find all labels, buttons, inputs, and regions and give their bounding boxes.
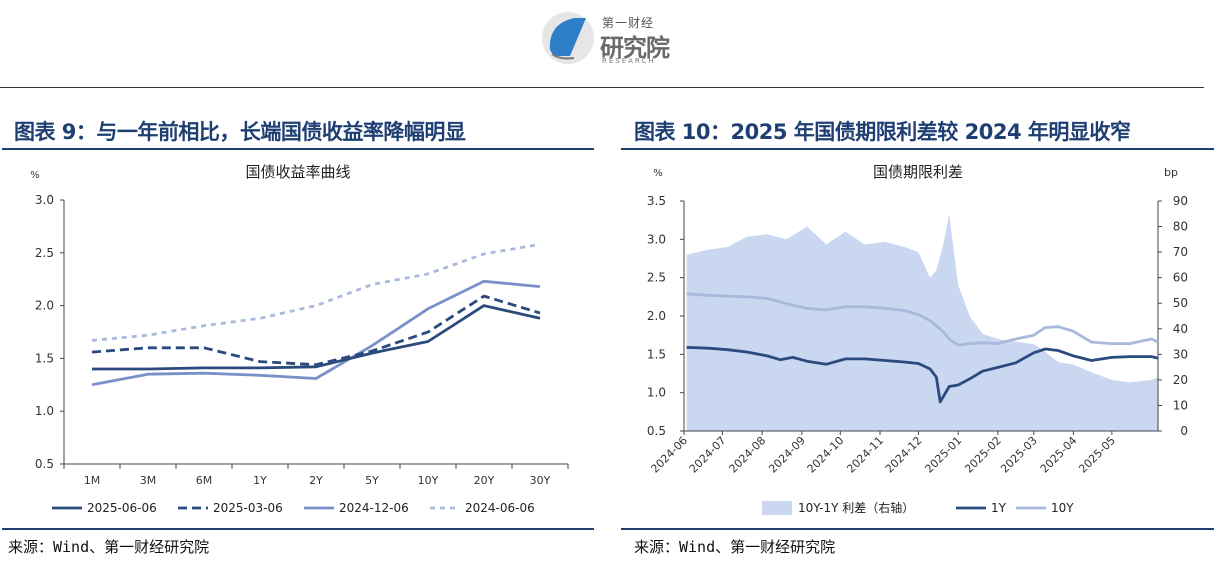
fig9-source: 来源：Wind、第一财经研究院 [8,538,210,556]
chart1-xtick-label: 6M [196,474,213,487]
chart2-legend-label: 10Y-1Y 利差（右轴） [798,500,914,515]
chart2-ltick-label: 0.5 [647,424,666,438]
chart1-xtick-label: 10Y [418,474,439,487]
fig10-source: 来源：Wind、第一财经研究院 [634,538,836,556]
chart1-title: 国债收益率曲线 [245,163,350,181]
chart2-series-line [686,292,1159,347]
chart1-series-line [91,243,541,342]
chart1-series-line [92,304,541,371]
chart2-xtick-label: 2024-07 [687,434,729,476]
fig10-heading-rule [621,148,1214,150]
chart1-ytick-label: 0.5 [35,457,54,471]
chart1-legend-label: 2025-03-06 [213,501,283,515]
chart1-legend-label: 2024-06-06 [465,501,535,515]
chart1-xtick-label: 20Y [474,474,495,487]
chart1-legend-label: 2025-06-06 [87,501,157,515]
chart2-rtick-label: 40 [1173,322,1188,336]
chart2-xtick-label: 2024-11 [844,434,886,476]
chart2-ltick-label: 1.5 [647,347,666,361]
fig10-heading: 图表 10：2025 年国债期限利差较 2024 年明显收窄 [634,120,1131,144]
chart2-series-line [686,346,1159,404]
chart1-series-line [91,279,541,387]
chart2-xtick-label: 2025-03 [998,434,1040,476]
chart2-ylabel-right: bp [1164,166,1178,179]
chart2-spread-area [686,213,1158,431]
chart2-legend-swatch [762,501,792,515]
chart2-rtick-label: 60 [1173,271,1188,285]
chart1-xtick-label: 2Y [309,474,323,487]
chart2-title: 国债期限利差 [873,163,963,181]
chart1-ylabel: % [30,170,40,181]
yield-curve-chart: 国债收益率曲线 % 3.0 2.5 2.0 1.5 1.0 0.5 1M 3M 6M 1Y 2Y 5Y… [30,163,569,515]
chart2-ltick-label: 2.5 [647,271,666,285]
fig10-bottom-rule [621,528,1214,530]
fig9-heading: 图表 9：与一年前相比，长端国债收益率降幅明显 [14,120,466,144]
chart2-xtick-label: 2025-05 [1076,434,1118,476]
chart2-xtick-label: 2024-08 [727,434,769,476]
chart2-ltick-label: 1.0 [647,386,666,400]
term-spread-chart: 国债期限利差 % bp 3.5 3.0 2.5 2.0 1.5 1.0 0.5 90 80 70 6… [647,163,1188,515]
chart1-ytick-label: 1.5 [35,351,54,365]
chart2-xtick-label: 2025-01 [923,434,965,476]
chart2-ltick-label: 3.0 [647,232,666,246]
chart1-ytick-label: 2.0 [35,299,54,313]
chart1-xtick-label: 1Y [253,474,267,487]
chart2-xtick-label: 2024-10 [805,434,847,476]
header-divider [0,87,1204,88]
chart2-ltick-label: 3.5 [647,194,666,208]
chart1-xtick-label: 1M [84,474,101,487]
chart2-rtick-label: 50 [1173,296,1188,310]
logo-big-text: 研究院 [600,34,670,62]
chart1-legend-label: 2024-12-06 [339,501,409,515]
logo-small-text: 第一财经 [602,16,655,30]
chart1-xtick-label: 3M [140,474,157,487]
research-logo: 第一财经 研究院 RESEARCH [540,8,690,68]
logo-sub-text: RESEARCH [602,57,656,65]
chart2-ltick-label: 2.0 [647,309,666,323]
chart1-ytick-label: 3.0 [35,193,54,207]
chart2-xtick-label: 2024-12 [883,434,925,476]
chart2-rtick-label: 80 [1173,220,1188,234]
chart2-rtick-label: 10 [1173,398,1188,412]
chart1-xtick-label: 5Y [365,474,379,487]
chart2-xtick-label: 2025-04 [1038,434,1080,476]
logo-mark-icon [542,12,594,64]
chart2-rtick-label: 20 [1173,373,1188,387]
chart2-legend-label: 1Y [991,501,1007,515]
chart1-ytick-label: 2.5 [35,246,54,260]
fig9-bottom-rule [2,528,594,530]
chart2-rtick-label: 90 [1173,194,1188,208]
chart2-rtick-label: 30 [1173,347,1188,361]
chart1-xtick-label: 30Y [530,474,551,487]
chart2-legend-label: 10Y [1051,501,1074,515]
chart2-xtick-label: 2024-06 [648,434,690,476]
chart2-rtick-label: 70 [1173,245,1188,259]
chart2-xtick-label: 2025-02 [962,434,1004,476]
chart1-series-line [91,294,541,367]
chart1-ytick-label: 1.0 [35,404,54,418]
chart2-xtick-label: 2024-09 [766,434,808,476]
fig9-heading-rule [2,148,594,150]
chart2-rtick-label: 0 [1180,424,1188,438]
chart2-ylabel-left: % [653,168,663,179]
